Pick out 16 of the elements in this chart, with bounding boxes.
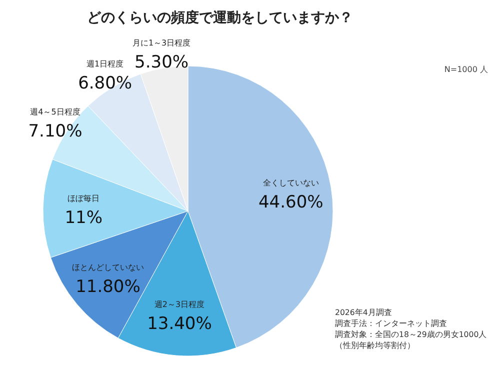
data-label: 7.10% [28,122,82,142]
text: N=1000 人 [444,65,488,74]
slice-label: 週1日程度 [86,60,124,69]
chart-title: どのくらいの頻度で運動をしていますか？ [87,9,353,26]
data-label: 13.40% [147,314,212,334]
data-label: 6.80% [78,74,132,94]
slice-label: 全くしていない [262,178,319,188]
slice-label: 週2～3日程度 [154,300,205,310]
data-label: 44.60% [258,192,324,212]
slice-label: 月に1～3日程度 [132,38,191,48]
slice-label: 週4～5日程度 [30,108,80,117]
slice-label: ほとんどしていない [72,263,144,272]
slice-label: ほぼ毎日 [68,194,100,204]
data-label: 5.30% [134,52,189,73]
data-label: 11% [64,208,103,228]
data-label: 11.80% [76,277,140,298]
